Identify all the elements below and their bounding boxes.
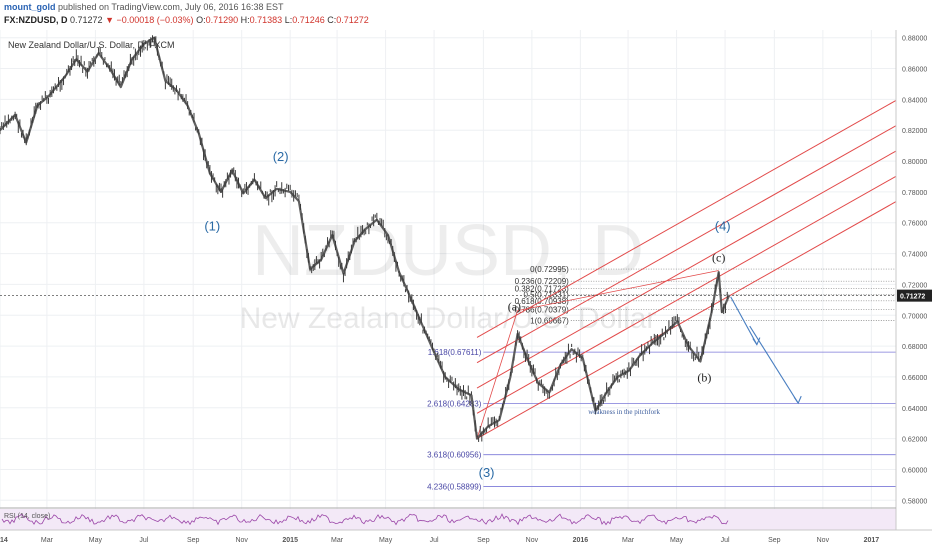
current-price-tag bbox=[897, 289, 932, 302]
chart-title: New Zealand Dollar/U.S. Dollar, D, FXCM bbox=[8, 40, 175, 50]
wave-label: (2) bbox=[273, 149, 289, 164]
fib-extension-label: 4.236(0.58899) bbox=[427, 482, 482, 491]
projection-arrow bbox=[730, 296, 758, 345]
fib-retracement-label: 0(0.72995) bbox=[530, 265, 569, 274]
x-tick-label: 2017 bbox=[864, 537, 880, 544]
x-tick-label: 2015 bbox=[282, 537, 298, 544]
symbol-label: FX:NZDUSD, D bbox=[4, 15, 68, 25]
grid-lines bbox=[0, 30, 896, 530]
x-tick-label: Mar bbox=[41, 537, 54, 544]
x-tick-label: Nov bbox=[526, 537, 539, 544]
x-tick-label: 2014 bbox=[0, 537, 8, 544]
fib-retracement-label: 0.382(0.71723) bbox=[515, 285, 570, 294]
x-tick-label: May bbox=[379, 537, 393, 544]
x-tick-label: Mar bbox=[331, 537, 344, 544]
published-text: published on TradingView.com, July 06, 2… bbox=[58, 2, 284, 12]
open-label: O: bbox=[196, 15, 206, 25]
fib-retracement-label: 0.5(0.71331) bbox=[523, 291, 569, 300]
axes: 0.88000 0.86000 0.84000 0.82000 0.80000 0.780… bbox=[0, 30, 932, 544]
close-label: C: bbox=[327, 15, 337, 25]
wave-label: (3) bbox=[479, 465, 495, 480]
low-label: L: bbox=[284, 15, 293, 25]
pitchfork-handle bbox=[517, 270, 719, 312]
arrow-head bbox=[793, 395, 802, 405]
price-series: 0.71272 bbox=[0, 35, 932, 442]
rsi-band bbox=[0, 509, 896, 530]
watermark-symbol: NZDUSD, D bbox=[252, 211, 644, 291]
y-tick-label: 0.68000 bbox=[902, 344, 927, 351]
x-tick-label: Mar bbox=[622, 537, 635, 544]
x-tick-label: Sep bbox=[477, 537, 490, 544]
pitchfork-tine bbox=[476, 99, 897, 338]
y-tick-label: 0.64000 bbox=[902, 406, 927, 413]
x-tick-label: Sep bbox=[768, 537, 781, 544]
price-change: ▼ −0.00018 (−0.03%) bbox=[105, 15, 194, 25]
y-tick-label: 0.84000 bbox=[902, 97, 927, 104]
pitchfork-tine bbox=[476, 125, 897, 364]
symbol-header: FX:NZDUSD, D 0.71272 ▼ −0.00018 (−0.03%)… bbox=[4, 15, 369, 25]
projection-arrow bbox=[749, 325, 799, 404]
y-tick-label: 0.76000 bbox=[902, 221, 927, 228]
wave-label: (c) bbox=[712, 250, 725, 264]
high-label: H: bbox=[240, 15, 250, 25]
low-value: 0.71246 bbox=[292, 15, 325, 25]
y-tick-label: 0.60000 bbox=[902, 467, 927, 474]
rsi-label: RSI (14, close) bbox=[4, 513, 50, 520]
wave-label: (4) bbox=[715, 218, 731, 233]
pitchfork bbox=[476, 99, 897, 440]
rsi-line bbox=[1, 513, 729, 526]
x-tick-label: Sep bbox=[187, 537, 200, 544]
wave-labels: (1) (2) (3) (4) (a) (b) (c) weakness in the pit… bbox=[204, 149, 730, 480]
x-tick-label: Jul bbox=[139, 537, 148, 544]
y-tick-label: 0.70000 bbox=[902, 313, 927, 320]
y-tick-label: 0.72000 bbox=[902, 282, 927, 289]
y-tick-label: 0.58000 bbox=[902, 498, 927, 505]
last-price: 0.71272 bbox=[70, 15, 103, 25]
x-tick-label: Jul bbox=[430, 537, 439, 544]
y-tick-label: 0.74000 bbox=[902, 252, 927, 259]
pitchfork-tine bbox=[476, 150, 897, 389]
annotation-text: weakness in the pitchfork bbox=[588, 408, 660, 416]
high-value: 0.71383 bbox=[249, 15, 283, 25]
fib-extension-label: 3.618(0.60956) bbox=[427, 451, 482, 460]
y-tick-label: 0.62000 bbox=[902, 437, 927, 444]
fib-retracement-label: 1(0.69667) bbox=[530, 316, 569, 325]
y-tick-label: 0.86000 bbox=[902, 67, 927, 74]
x-tick-label: Jul bbox=[721, 537, 730, 544]
projection-arrows bbox=[730, 296, 802, 405]
y-tick-label: 0.88000 bbox=[902, 36, 927, 43]
open-value: 0.71290 bbox=[205, 15, 239, 25]
fib-retracement-label: 0.236(0.72209) bbox=[515, 277, 570, 286]
rsi-pane: RSI (14, close) bbox=[0, 509, 896, 530]
pitchfork-tine bbox=[476, 175, 897, 414]
y-tick-label: 0.66000 bbox=[902, 375, 927, 382]
x-tick-label: May bbox=[89, 537, 103, 544]
y-tick-label: 0.82000 bbox=[902, 128, 927, 135]
watermark-name: New Zealand Dollar/U.S. Dollar bbox=[240, 302, 657, 335]
y-tick-label: 0.80000 bbox=[902, 159, 927, 166]
publish-header: mount_gold published on TradingView.com,… bbox=[4, 2, 284, 12]
wave-label: (1) bbox=[204, 218, 220, 233]
x-tick-label: Nov bbox=[817, 537, 830, 544]
wave-label: (b) bbox=[697, 371, 711, 385]
pitchfork-handle bbox=[476, 310, 518, 439]
fib-retracement-label: 0.786(0.70379) bbox=[515, 305, 570, 314]
wave-label: (a) bbox=[508, 300, 521, 314]
x-tick-label: Nov bbox=[235, 537, 248, 544]
y-tick-label: 0.78000 bbox=[902, 190, 927, 197]
x-tick-label: May bbox=[670, 537, 684, 544]
fib-extension-label: 2.618(0.64283) bbox=[427, 399, 482, 408]
fib-extension-label: 1.618(0.67611) bbox=[428, 348, 482, 357]
pitchfork-tine bbox=[476, 201, 897, 440]
author-name[interactable]: mount_gold bbox=[4, 2, 56, 12]
close-value: 0.71272 bbox=[336, 15, 369, 25]
x-tick-label: 2016 bbox=[573, 537, 589, 544]
current-price-label: 0.71272 bbox=[900, 294, 925, 301]
